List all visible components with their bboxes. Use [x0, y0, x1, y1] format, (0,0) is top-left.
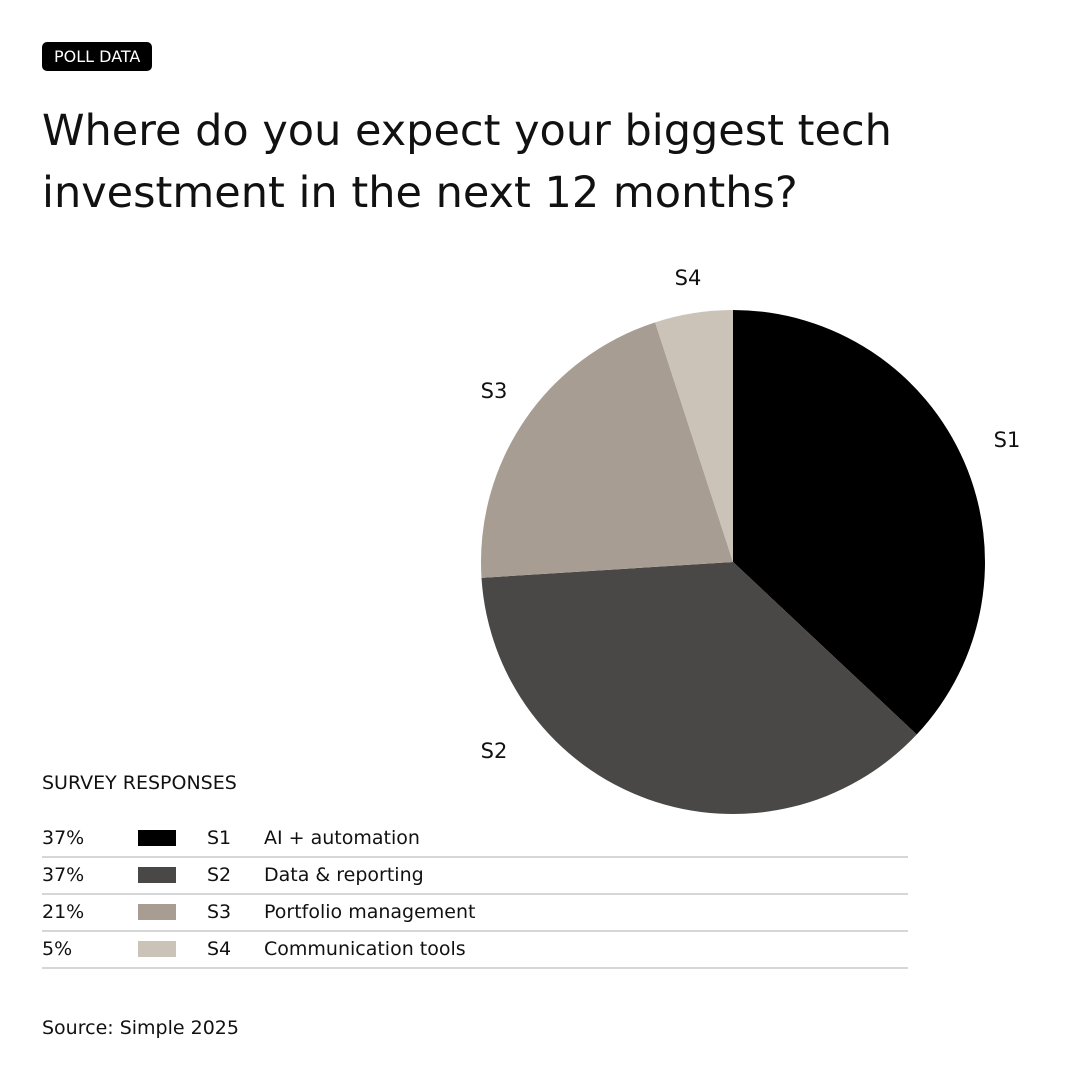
- source-note: Source: Simple 2025: [42, 1017, 239, 1039]
- slice-label-s2: S2: [481, 739, 508, 763]
- legend-percent: 37%: [42, 864, 85, 886]
- legend-series-id: S4: [207, 938, 232, 960]
- legend-swatch: [138, 867, 176, 883]
- legend-row: 21% S3 Portfolio management: [42, 895, 908, 932]
- legend-label: Portfolio management: [264, 901, 476, 923]
- legend-percent: 21%: [42, 901, 85, 923]
- pie-slice-s1: [733, 310, 985, 735]
- legend-percent: 5%: [42, 938, 73, 960]
- legend-row: 5% S4 Communication tools: [42, 932, 908, 969]
- legend-label: Communication tools: [264, 938, 466, 960]
- legend-label: Data & reporting: [264, 864, 424, 886]
- slice-label-s3: S3: [481, 379, 508, 403]
- pie-slice-s2: [481, 562, 917, 814]
- legend-row: 37% S2 Data & reporting: [42, 858, 908, 895]
- legend-title: SURVEY RESPONSES: [42, 772, 237, 794]
- poll-data-badge: POLL DATA: [42, 42, 153, 71]
- pie-slice-s3: [481, 322, 733, 578]
- legend-percent: 37%: [42, 827, 85, 849]
- legend-swatch: [138, 830, 176, 846]
- legend-label: AI + automation: [264, 827, 420, 849]
- legend-series-id: S2: [207, 864, 232, 886]
- legend-swatch: [138, 941, 176, 957]
- chart-title: Where do you expect your biggest tech in…: [42, 106, 892, 218]
- pie-slice-s4: [655, 310, 733, 562]
- legend-table: 37% S1 AI + automation 37% S2 Data & repo…: [42, 821, 908, 969]
- legend-series-id: S1: [207, 827, 232, 849]
- legend-series-id: S3: [207, 901, 232, 923]
- legend-row: 37% S1 AI + automation: [42, 821, 908, 858]
- slice-label-s4: S4: [675, 266, 702, 290]
- legend-swatch: [138, 904, 176, 920]
- slice-label-s1: S1: [994, 428, 1021, 452]
